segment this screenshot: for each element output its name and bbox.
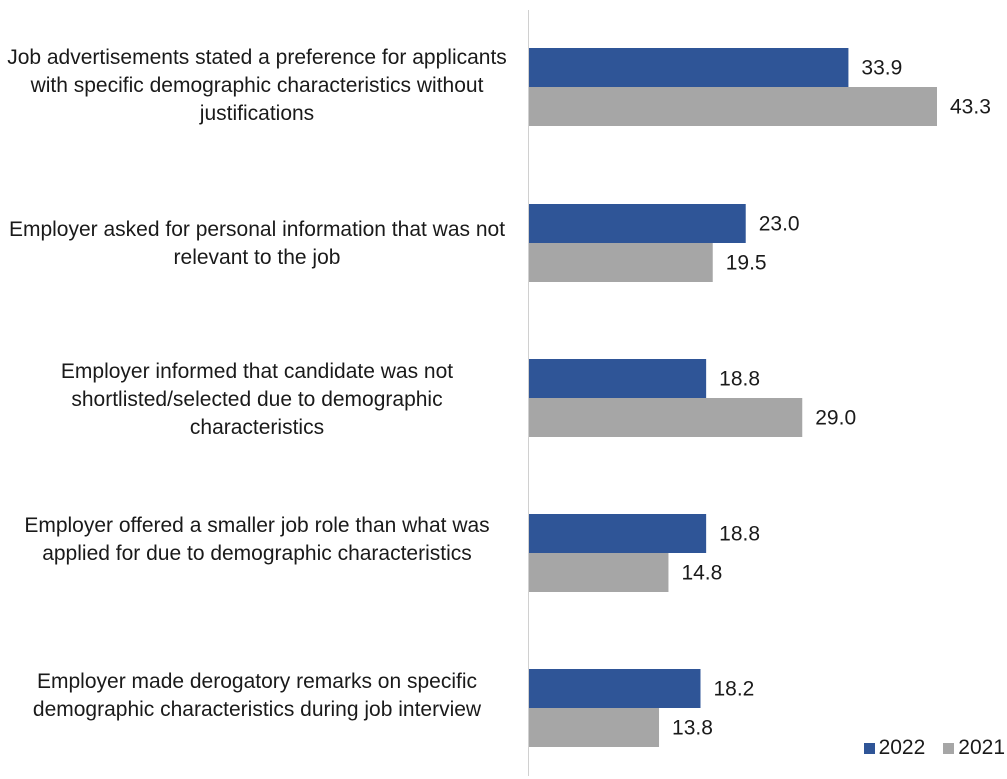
category-axis-line [528, 10, 529, 776]
category-label: Employer made derogatory remarks on spec… [32, 670, 482, 721]
legend-label: 2021 [958, 736, 1005, 759]
data-label: 19.5 [726, 252, 767, 275]
legend-swatch [863, 742, 875, 754]
category-label: Job advertisements stated a preference f… [7, 46, 507, 125]
data-label: 13.8 [672, 717, 713, 740]
category-label: Employer informed that candidate was not… [60, 360, 454, 439]
data-label: 18.8 [719, 368, 760, 391]
bar-2022 [529, 204, 746, 243]
data-label: 18.2 [713, 678, 754, 701]
data-label: 43.3 [950, 96, 991, 119]
bar-2021 [529, 553, 669, 592]
bar-2021 [529, 243, 713, 282]
legend-item-2022: 2022 [863, 736, 926, 760]
bar-2022 [529, 48, 849, 87]
bar-2021 [529, 87, 937, 126]
bar-2022 [529, 514, 707, 553]
data-label: 33.9 [861, 57, 902, 80]
legend-item-2021: 2021 [943, 736, 1005, 760]
bar-2022 [529, 669, 701, 708]
data-label: 29.0 [815, 407, 856, 430]
data-label: 18.8 [719, 523, 760, 546]
bar-2021 [529, 398, 803, 437]
data-label: 14.8 [681, 562, 722, 585]
category-label: Employer offered a smaller job role than… [24, 514, 490, 565]
bar-2021 [529, 708, 660, 747]
legend: 2022 2021 [846, 736, 1005, 760]
legend-label: 2022 [878, 736, 926, 759]
bar-2022 [529, 359, 707, 398]
category-label: Employer asked for personal information … [8, 218, 506, 269]
data-label: 23.0 [759, 213, 800, 236]
legend-swatch [943, 742, 955, 754]
